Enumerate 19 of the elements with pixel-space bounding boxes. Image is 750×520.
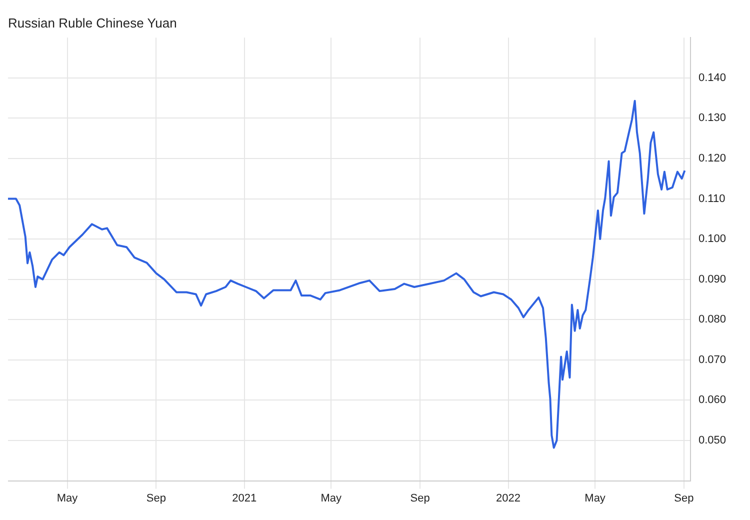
y-tick-label: 0.070 (698, 354, 726, 366)
y-tick-label: 0.140 (698, 72, 726, 84)
y-tick-label: 0.100 (698, 233, 726, 246)
y-tick-label: 0.130 (698, 112, 726, 124)
x-tick-label: May (320, 492, 342, 504)
x-tick-label: 2022 (496, 492, 521, 504)
y-tick-label: 0.120 (698, 152, 726, 165)
x-tick-label: May (56, 492, 78, 504)
x-tick-label: Sep (674, 492, 694, 504)
x-tick-label: May (584, 492, 606, 504)
y-tick-label: 0.060 (698, 394, 726, 406)
y-tick-label: 0.050 (698, 434, 726, 447)
y-tick-label: 0.110 (698, 192, 726, 205)
x-tick-label: Sep (146, 492, 166, 504)
y-tick-label: 0.080 (698, 314, 726, 326)
y-tick-label: 0.090 (698, 273, 726, 286)
x-tick-label: 2021 (232, 492, 257, 504)
x-tick-label: Sep (410, 492, 430, 504)
chart-title: Russian Ruble Chinese Yuan (8, 15, 177, 30)
